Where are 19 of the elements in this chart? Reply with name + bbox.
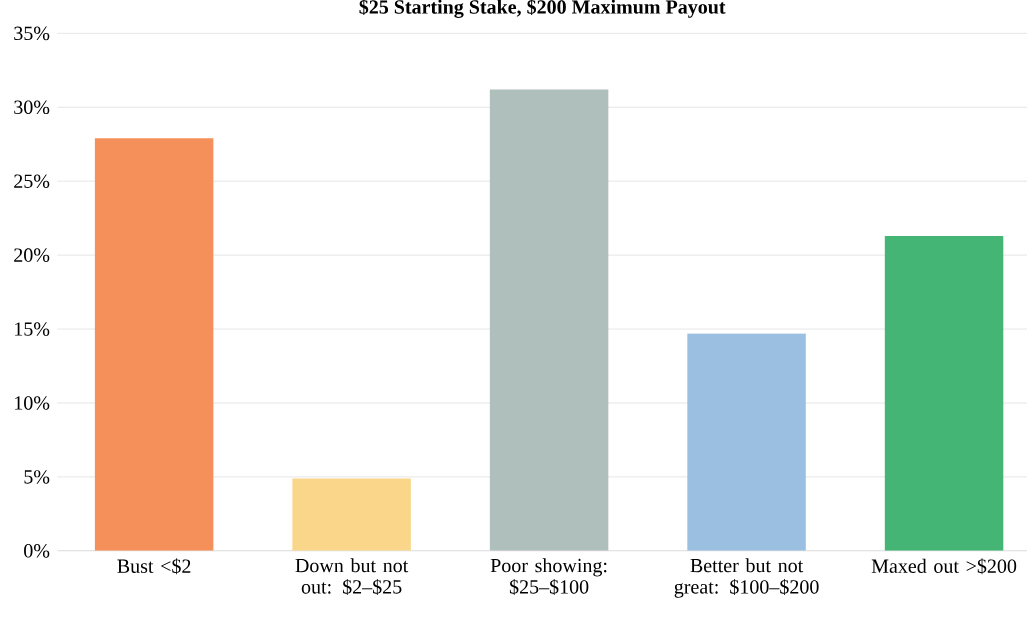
- chart-title: $25 Starting Stake, $200 Maximum Payout: [359, 0, 726, 19]
- bar: [687, 333, 806, 552]
- x-tick-label: Maxed out >$200: [871, 558, 1017, 575]
- y-tick-label: 30%: [14, 100, 50, 115]
- x-tick-label: Down but not out: $2–$25: [295, 558, 409, 596]
- bar: [884, 236, 1004, 552]
- x-tick-label: Better but not great: $100–$200: [674, 558, 819, 598]
- y-tick-label: 25%: [14, 174, 50, 189]
- bar: [489, 89, 609, 552]
- y-tick-label: 0%: [24, 544, 50, 558]
- bar: [94, 138, 214, 552]
- y-tick-label: 10%: [15, 396, 50, 411]
- x-tick-label: Bust <$2: [117, 558, 191, 575]
- bar: [292, 478, 411, 552]
- x-tick-label: Poor showing: $25–$100: [490, 558, 607, 596]
- y-tick-label: 20%: [14, 248, 50, 263]
- y-tick-label: 35%: [14, 26, 50, 41]
- y-tick-label: 15%: [15, 322, 50, 337]
- y-tick-label: 5%: [24, 470, 50, 484]
